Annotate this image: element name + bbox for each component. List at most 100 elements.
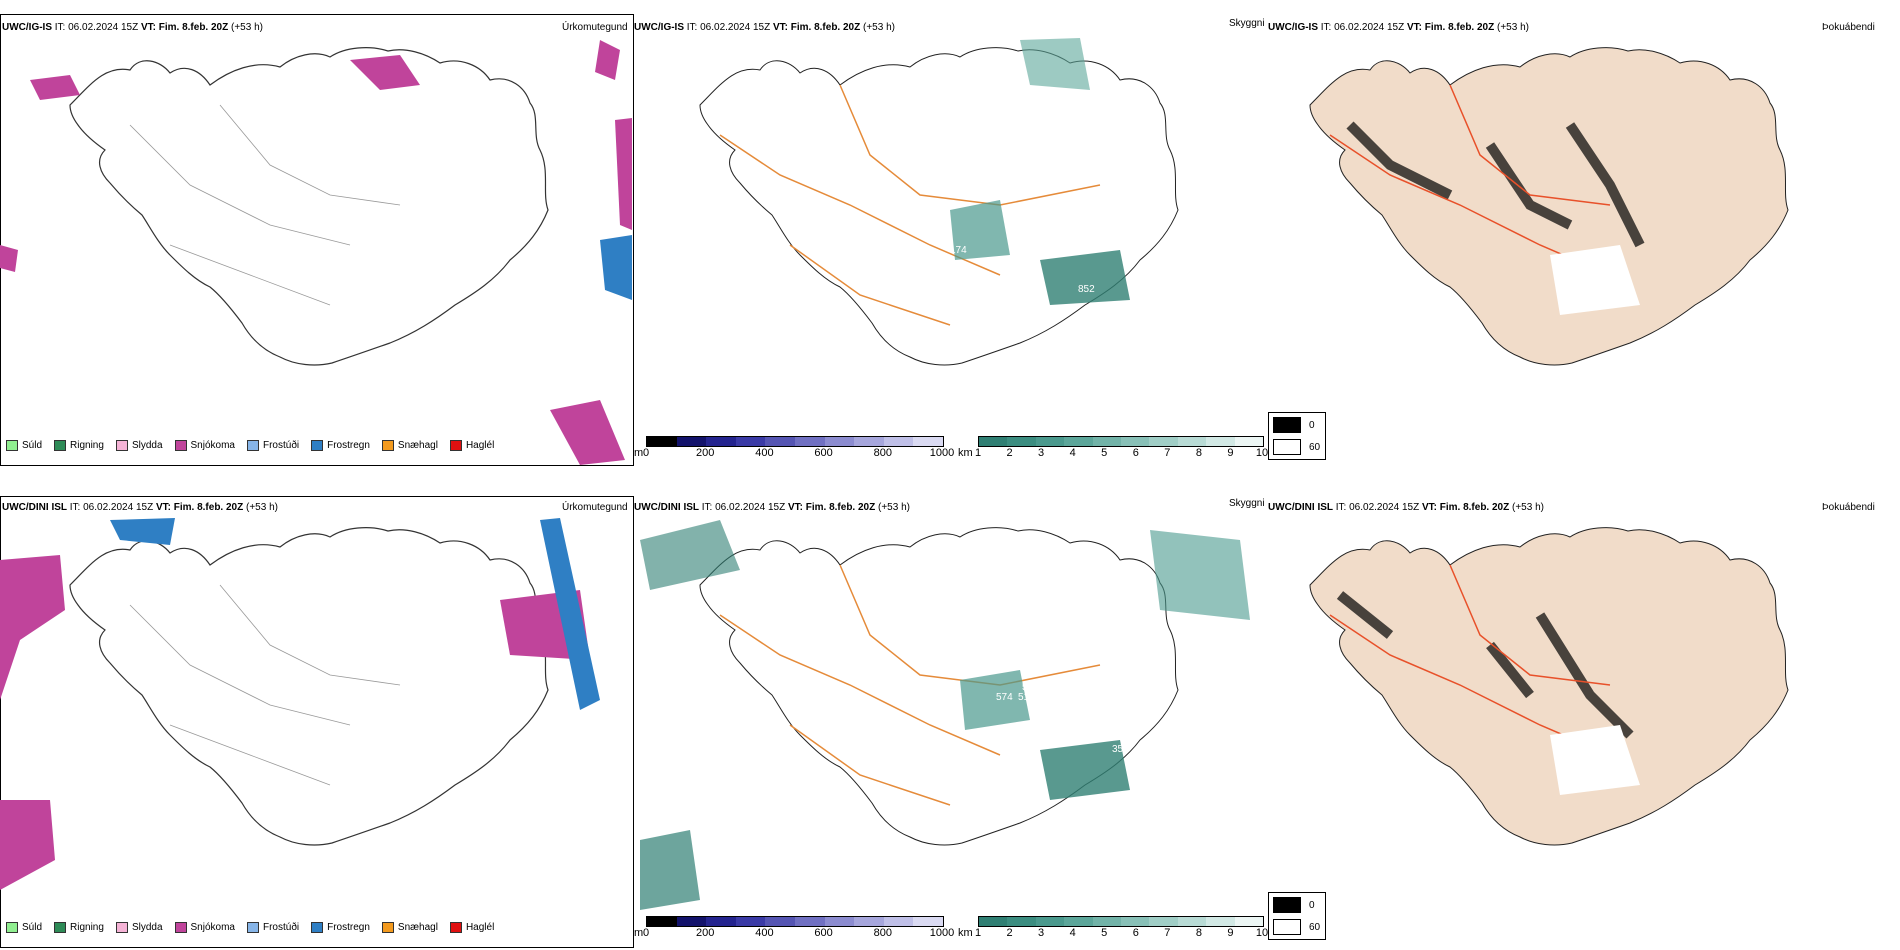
colorbar-tick: 3 (1038, 927, 1045, 939)
legend-item: Haglél (449, 922, 495, 933)
fog-legend-item: 0 (1273, 417, 1315, 433)
it-value: 06.02.2024 15Z (700, 22, 771, 33)
lead-time: (+53 h) (1497, 22, 1529, 33)
legend-item: Snjókoma (174, 440, 235, 451)
legend-swatch (6, 922, 18, 933)
colorbar-tick: 800 (873, 447, 892, 459)
vt-value: Fim. 8.feb. 20Z (1439, 502, 1510, 513)
header-fog-row2: UWC/DINI ISL IT: 06.02.2024 15Z VT: Fim.… (1268, 502, 1544, 514)
legend-label: Súld (22, 440, 43, 451)
colorbar-unit: km (958, 447, 973, 459)
precip-patches-row1 (0, 40, 632, 465)
precip-panel-row2 (0, 496, 634, 948)
iceland-map-cloud-row2 (699, 527, 1179, 846)
colorbar-tick: 4 (1069, 927, 1076, 939)
colorbar-tick: 0 (642, 927, 650, 939)
panel-title-fog: Þokuábendi (1822, 502, 1875, 513)
legend-label: Frostregn (327, 922, 370, 933)
legend-swatch (54, 440, 67, 451)
legend-label: Snæhagl (397, 440, 438, 451)
iceland-map-precip-row2 (69, 527, 549, 846)
header-fog-row1: UWC/IG-IS IT: 06.02.2024 15Z VT: Fim. 8.… (1268, 22, 1529, 34)
it-value: 06.02.2024 15Z (1334, 22, 1405, 33)
panel-title-fog: Þokuábendi (1822, 22, 1875, 33)
vt-label: VT: (1421, 502, 1437, 513)
legend-label: Slydda (131, 922, 163, 933)
colorbar-tick: 1000 (929, 447, 955, 459)
colorbar (978, 436, 1264, 447)
fog-swatch (1273, 897, 1301, 913)
it-value: 06.02.2024 15Z (715, 502, 786, 513)
ceiling-colorbar-row2: m 0 200 400 600 800 1000 (634, 916, 954, 942)
legend-label: Súld (22, 922, 43, 933)
colorbar-tick: 10 (1255, 447, 1269, 459)
colorbar-tick: 5 (1101, 927, 1108, 939)
it-label: IT: (701, 502, 713, 513)
vt-label: VT: (155, 502, 171, 513)
fog-label: 0 (1309, 419, 1315, 431)
legend-label: Slydda (131, 440, 163, 451)
colorbar (646, 916, 944, 927)
visibility-colorbar-row2: km 1 2 3 4 5 6 7 8 9 10 (958, 916, 1268, 942)
lead-time: (+53 h) (863, 22, 895, 33)
colorbar-tick: 200 (696, 447, 715, 459)
fog-swatch (1273, 439, 1301, 455)
colorbar-tick: 6 (1132, 447, 1139, 459)
legend-swatch (54, 922, 67, 933)
fog-legend-row2: 0 60 (1268, 892, 1326, 940)
legend-item: Snæhagl (381, 440, 438, 451)
colorbar (646, 436, 944, 447)
ceiling-colorbar-row1: m 0 200 400 600 800 1000 (634, 436, 954, 462)
colorbar-tick: 400 (755, 447, 774, 459)
legend-item: Frostregn (311, 922, 370, 933)
fog-label: 60 (1309, 441, 1321, 453)
cloud-value: 512 (1018, 692, 1035, 703)
vt-label: VT: (787, 502, 803, 513)
colorbar-tick: 2 (1006, 447, 1013, 459)
colorbar-tick: 800 (873, 927, 892, 939)
fog-legend-row1: 0 60 (1268, 412, 1326, 460)
lead-time: (+53 h) (878, 502, 910, 513)
vt-value: Fim. 8.feb. 20Z (173, 502, 244, 513)
legend-swatch (311, 440, 324, 451)
header-cloud-row2: UWC/DINI ISL IT: 06.02.2024 15Z VT: Fim.… (634, 502, 910, 514)
header-cloud-row1: UWC/IG-IS IT: 06.02.2024 15Z VT: Fim. 8.… (634, 22, 895, 34)
cloud-value: 174 (950, 245, 967, 256)
legend-label: Frostregn (327, 440, 370, 451)
legend-label: Haglél (465, 440, 495, 451)
legend-label: Haglél (465, 922, 495, 933)
legend-swatch (115, 922, 128, 933)
legend-item: Haglél (449, 440, 495, 451)
colorbar-tick: 8 (1195, 447, 1202, 459)
legend-label: Frostúði (262, 440, 300, 451)
colorbar-tick: 9 (1227, 447, 1234, 459)
cloud-value: 35 (1112, 744, 1124, 755)
precip-panel-row1 (0, 14, 634, 466)
fog-legend-item: 60 (1273, 919, 1320, 935)
vt-label: VT: (140, 22, 156, 33)
colorbar-tick: 600 (814, 927, 833, 939)
legend-item: Frostúði (246, 440, 300, 451)
colorbar-tick: 6 (1132, 927, 1139, 939)
legend-label: Rigning (70, 440, 104, 451)
fog-legend-item: 60 (1273, 439, 1320, 455)
it-value: 06.02.2024 15Z (1349, 502, 1420, 513)
lead-time: (+53 h) (246, 502, 278, 513)
legend-item: Snæhagl (381, 922, 438, 933)
colorbar-tick: 400 (755, 927, 774, 939)
cloud-value: 852 (1078, 284, 1095, 295)
colorbar-tick: 7 (1164, 447, 1171, 459)
legend-item: Rigning (54, 440, 104, 451)
fog-label: 60 (1309, 921, 1321, 933)
legend-swatch (246, 922, 259, 933)
colorbar-tick: 0 (642, 447, 650, 459)
legend-item: Snjókoma (174, 922, 235, 933)
panel-title-cloud: Skyggni (1229, 18, 1265, 29)
legend-swatch (449, 922, 462, 933)
legend-swatch (246, 440, 259, 451)
colorbar-tick: 1 (974, 447, 982, 459)
header-precip-row1: UWC/IG-IS IT: 06.02.2024 15Z VT: Fim. 8.… (2, 22, 263, 34)
precip-patches-row2 (0, 518, 600, 890)
colorbar-tick: 9 (1227, 927, 1234, 939)
panel-title-precip: Úrkomutegund (562, 22, 628, 33)
